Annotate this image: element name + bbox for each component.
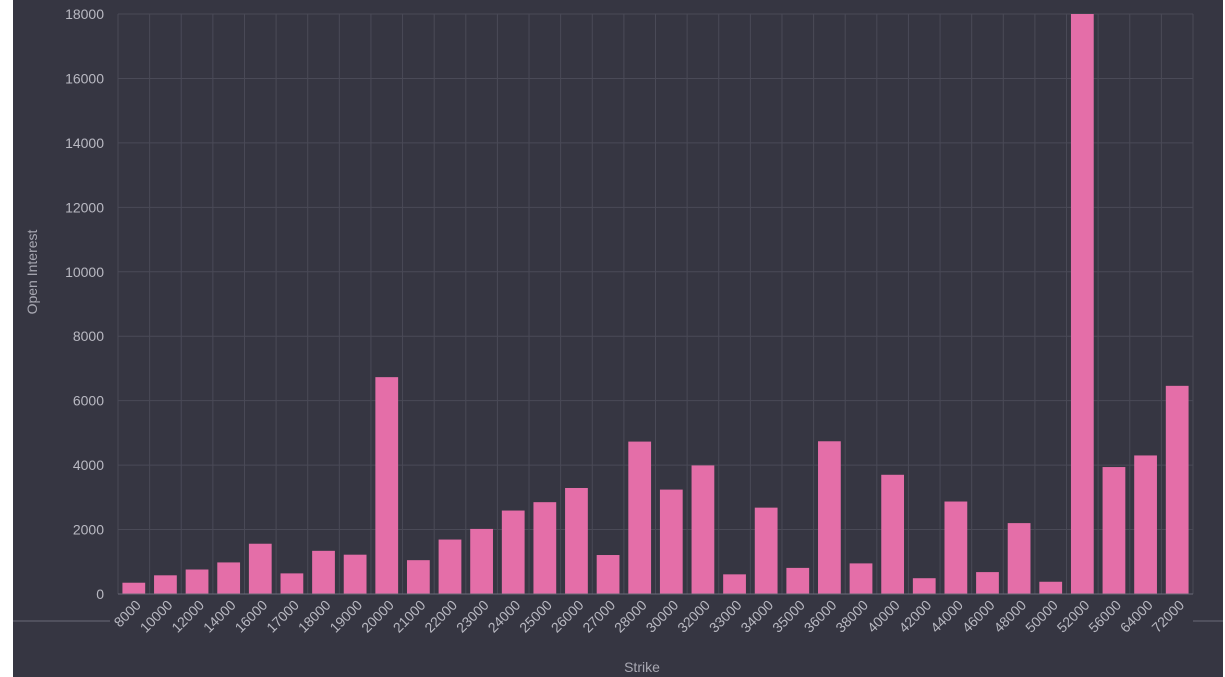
bar-23000 xyxy=(470,528,493,594)
x-tick-label: 35000 xyxy=(769,597,808,636)
bar-36000 xyxy=(818,441,841,594)
y-tick-label: 12000 xyxy=(65,199,104,215)
bar-8000 xyxy=(122,582,146,594)
bar-52000 xyxy=(1070,14,1094,594)
x-tick-label: 28000 xyxy=(611,597,650,636)
bar-48000 xyxy=(1007,523,1031,594)
x-tick-label: 72000 xyxy=(1148,597,1187,636)
bar-42000 xyxy=(912,578,936,594)
bar-26000 xyxy=(565,487,588,594)
x-tick-label: 18000 xyxy=(295,597,334,636)
y-tick-label: 6000 xyxy=(73,393,104,409)
x-tick-label: 16000 xyxy=(232,597,271,636)
x-tick-label: 52000 xyxy=(1054,597,1093,636)
x-tick-label: 26000 xyxy=(548,597,587,636)
x-tick-label: 44000 xyxy=(927,597,966,636)
bar-22000 xyxy=(438,539,462,594)
x-tick-label: 38000 xyxy=(832,597,871,636)
y-tick-label: 0 xyxy=(96,586,104,602)
y-tick-labels: 0 2000 4000 6000 8000 10000 12000 14000 16000 180… xyxy=(65,6,104,602)
x-tick-label: 36000 xyxy=(801,597,840,636)
x-tick-label: 50000 xyxy=(1022,597,1061,636)
x-tick-labels: 8000100001200014000160001700018000190002… xyxy=(111,597,1188,636)
bar-19000 xyxy=(343,554,367,594)
x-tick-label: 30000 xyxy=(643,597,682,636)
bar-40000 xyxy=(881,474,905,594)
bar-50000 xyxy=(1039,581,1063,594)
x-tick-label: 14000 xyxy=(200,597,239,636)
x-tick-label: 56000 xyxy=(1085,597,1124,636)
x-tick-label: 17000 xyxy=(263,597,302,636)
y-tick-label: 18000 xyxy=(65,6,104,22)
x-tick-label: 24000 xyxy=(484,597,523,636)
x-tick-label: 21000 xyxy=(390,597,429,636)
bar-33000 xyxy=(723,574,746,594)
bar-38000 xyxy=(849,563,873,594)
bar-20000 xyxy=(375,377,399,594)
x-tick-label: 25000 xyxy=(516,597,555,636)
x-tick-label: 10000 xyxy=(137,597,176,636)
bar-72000 xyxy=(1165,385,1189,594)
x-tick-label: 12000 xyxy=(168,597,207,636)
bar-30000 xyxy=(659,489,683,594)
x-tick-label: 19000 xyxy=(326,597,365,636)
x-tick-label: 40000 xyxy=(864,597,903,636)
x-tick-label: 33000 xyxy=(706,597,745,636)
bar-18000 xyxy=(312,550,335,594)
axes xyxy=(13,593,1223,622)
y-tick-label: 4000 xyxy=(73,457,104,473)
bar-46000 xyxy=(976,572,999,594)
y-tick-label: 14000 xyxy=(65,135,104,151)
x-tick-label: 48000 xyxy=(990,597,1029,636)
y-tick-label: 8000 xyxy=(73,328,104,344)
y-tick-label: 10000 xyxy=(65,264,104,280)
bar-12000 xyxy=(185,569,209,594)
x-tick-label: 42000 xyxy=(896,597,935,636)
bar-32000 xyxy=(691,465,715,594)
grid-lines xyxy=(117,13,1194,595)
bar-16000 xyxy=(248,543,272,594)
x-tick-label: 20000 xyxy=(358,597,397,636)
bar-28000 xyxy=(628,441,652,594)
y-tick-label: 16000 xyxy=(65,70,104,86)
x-tick-label: 64000 xyxy=(1117,597,1156,636)
x-tick-label: 27000 xyxy=(579,597,618,636)
bars xyxy=(122,14,1189,594)
bar-44000 xyxy=(944,501,968,594)
y-axis-title: Open Interest xyxy=(24,229,40,314)
bar-24000 xyxy=(501,510,525,594)
bar-34000 xyxy=(754,507,778,594)
bar-27000 xyxy=(596,555,620,594)
x-tick-label: 23000 xyxy=(453,597,492,636)
bar-35000 xyxy=(786,567,810,594)
bar-25000 xyxy=(533,502,557,594)
x-axis-title: Strike xyxy=(624,659,660,675)
open-interest-chart: 0200040006000800010000120001400016000180… xyxy=(13,6,1223,675)
bar-17000 xyxy=(280,573,304,594)
bar-64000 xyxy=(1134,455,1157,594)
x-tick-label: 46000 xyxy=(959,597,998,636)
bar-21000 xyxy=(406,560,430,594)
x-tick-label: 32000 xyxy=(674,597,713,636)
bar-10000 xyxy=(154,575,177,594)
bar-14000 xyxy=(217,562,241,594)
chart-panel: 0 2000 4000 6000 8000 10000 12000 14000 16000 180… xyxy=(13,0,1223,677)
y-tick-label: 2000 xyxy=(73,522,104,538)
x-tick-label: 22000 xyxy=(421,597,460,636)
bar-56000 xyxy=(1102,467,1126,594)
x-tick-label: 34000 xyxy=(737,597,776,636)
